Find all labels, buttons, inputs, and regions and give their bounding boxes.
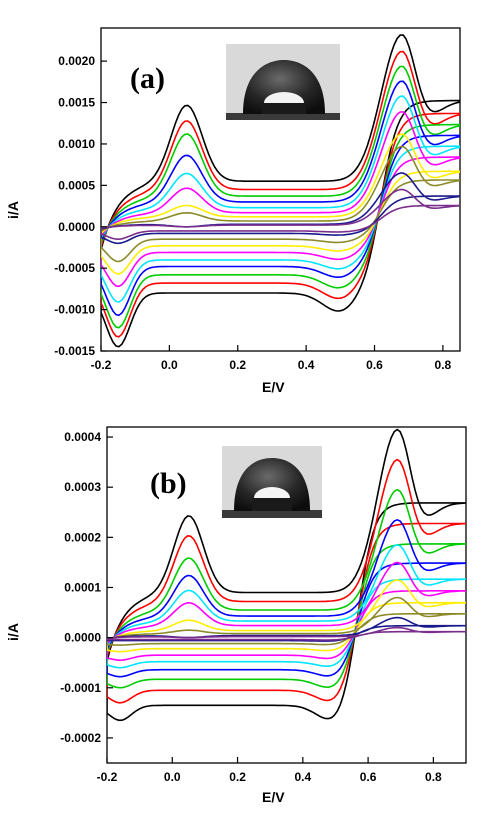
- cv-curve-series: [107, 519, 466, 678]
- x-tick-label: 0.4: [294, 770, 311, 784]
- cv-curve-series: [101, 133, 460, 275]
- y-tick-label: 0.0020: [58, 54, 95, 68]
- cv-curve-series: [107, 544, 466, 669]
- y-ticks-b: -0.0002 -0.0001 0.0000 0.0001 0.0002 0.0003 0.…: [60, 430, 113, 745]
- cv-curve-series: [107, 579, 466, 653]
- y-tick-label: 0.0002: [64, 530, 101, 544]
- y-tick-label: 0.0004: [64, 430, 101, 444]
- x-tick-label: 0.4: [298, 358, 315, 372]
- cv-curve-series: [101, 188, 460, 240]
- plot-frame-b: [106, 426, 467, 764]
- x-tick-label: 0.2: [229, 770, 246, 784]
- cv-curve-series: [101, 145, 460, 263]
- plot-frame-a: [100, 27, 461, 352]
- x-tick-label: 0.8: [435, 358, 452, 372]
- y-tick-label: -0.0010: [54, 303, 95, 317]
- panel-label-a: (a): [130, 62, 165, 95]
- x-tick-label: 0.6: [366, 358, 383, 372]
- cv-curve-series: [107, 596, 466, 646]
- cv-curve-series: [107, 626, 466, 641]
- curves-b: [107, 428, 466, 722]
- x-ticks-a: -0.2 0.0 0.2 0.4 0.6 0.8: [91, 345, 452, 372]
- x-tick-label: 0.0: [164, 770, 181, 784]
- x-axis-title-a: E/V: [262, 379, 285, 395]
- x-tick-label: 0.8: [425, 770, 442, 784]
- y-tick-label: -0.0005: [54, 261, 95, 275]
- panel-label-b: (b): [150, 467, 187, 500]
- cv-curve-series: [101, 95, 460, 303]
- y-axis-title-a: i/A: [5, 201, 21, 219]
- y-tick-label: -0.0001: [60, 681, 101, 695]
- panel-a: -0.0015 -0.0010 -0.0005 0.0000 0.0005 0.0010 0…: [5, 27, 461, 395]
- cv-curve-series: [101, 50, 460, 338]
- y-tick-label: -0.0015: [54, 344, 95, 358]
- cv-curve-series: [107, 458, 466, 704]
- x-tick-label: 0.0: [161, 358, 178, 372]
- y-axis-title-b: i/A: [5, 623, 21, 641]
- y-tick-label: -0.0002: [60, 731, 101, 745]
- droplet-inset-a: [226, 44, 340, 120]
- y-ticks-a: -0.0015 -0.0010 -0.0005 0.0000 0.0005 0.0010 0…: [54, 54, 107, 358]
- cv-curve-series: [101, 111, 460, 288]
- x-ticks-b: -0.2 0.0 0.2 0.4 0.6 0.8: [97, 757, 442, 784]
- x-tick-label: -0.2: [91, 358, 112, 372]
- x-tick-label: -0.2: [97, 770, 118, 784]
- y-tick-label: 0.0000: [58, 220, 95, 234]
- y-tick-label: 0.0015: [58, 96, 95, 110]
- curves-a: [101, 34, 460, 348]
- y-tick-label: 0.0001: [64, 580, 101, 594]
- x-tick-label: 0.2: [229, 358, 246, 372]
- droplet-inset-b: [222, 446, 322, 518]
- y-tick-label: 0.0003: [64, 480, 101, 494]
- y-tick-label: 0.0010: [58, 137, 95, 151]
- cv-curve-series: [107, 488, 466, 689]
- cv-curve-series: [107, 561, 466, 661]
- y-tick-label: 0.0000: [64, 631, 101, 645]
- x-tick-label: 0.6: [360, 770, 377, 784]
- cv-curve-series: [101, 80, 460, 317]
- x-axis-title-b: E/V: [262, 789, 285, 805]
- cv-curve-series: [101, 34, 460, 348]
- cv-curve-series: [107, 428, 466, 722]
- panel-b: -0.0002 -0.0001 0.0000 0.0001 0.0002 0.0003 0.…: [5, 426, 467, 805]
- cv-curve-series: [101, 65, 460, 329]
- cv-curve-series: [107, 616, 466, 642]
- y-tick-label: 0.0005: [58, 178, 95, 192]
